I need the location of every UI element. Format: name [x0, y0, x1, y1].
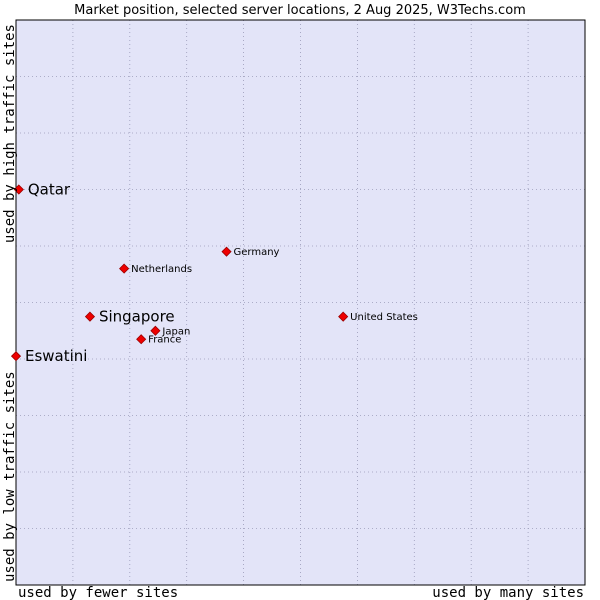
point-label-eswatini: Eswatini — [25, 347, 87, 365]
data-point-germany: Germany — [221, 246, 280, 258]
point-marker-netherlands — [119, 263, 130, 274]
point-label-netherlands: Netherlands — [131, 264, 192, 275]
point-label-germany: Germany — [234, 247, 280, 258]
point-marker-singapore — [84, 311, 96, 322]
grid-lines — [16, 20, 585, 585]
y-axis-label-top: used by high traffic sites — [2, 24, 18, 243]
data-point-singapore: Singapore — [84, 308, 175, 326]
data-point-united-states: United States — [338, 311, 418, 323]
data-point-japan: Japan — [150, 325, 190, 337]
point-label-singapore: Singapore — [99, 308, 175, 326]
data-point-eswatini: Eswatini — [10, 347, 87, 365]
data-points: Qatar Germany Netherlands Singapore United S… — [10, 181, 418, 365]
point-marker-qatar — [13, 184, 24, 195]
data-point-qatar: Qatar — [13, 181, 71, 199]
point-marker-eswatini — [10, 351, 22, 362]
x-axis-label-left: used by fewer sites — [18, 585, 178, 600]
point-label-japan: Japan — [161, 326, 190, 337]
y-axis-label-bottom: used by low traffic sites — [2, 371, 18, 582]
point-label-united-states: United States — [350, 312, 418, 323]
chart-title: Market position, selected server locatio… — [74, 3, 526, 18]
point-marker-united-states — [338, 311, 349, 322]
x-axis-label-right: used by many sites — [432, 585, 584, 600]
point-marker-germany — [221, 246, 232, 257]
data-point-netherlands: Netherlands — [119, 263, 192, 275]
point-marker-japan — [150, 325, 161, 336]
data-point-france: France — [136, 334, 181, 346]
point-label-france: France — [148, 335, 181, 346]
point-marker-france — [136, 334, 147, 345]
point-label-qatar: Qatar — [28, 181, 71, 199]
plot-frame — [15, 19, 586, 586]
